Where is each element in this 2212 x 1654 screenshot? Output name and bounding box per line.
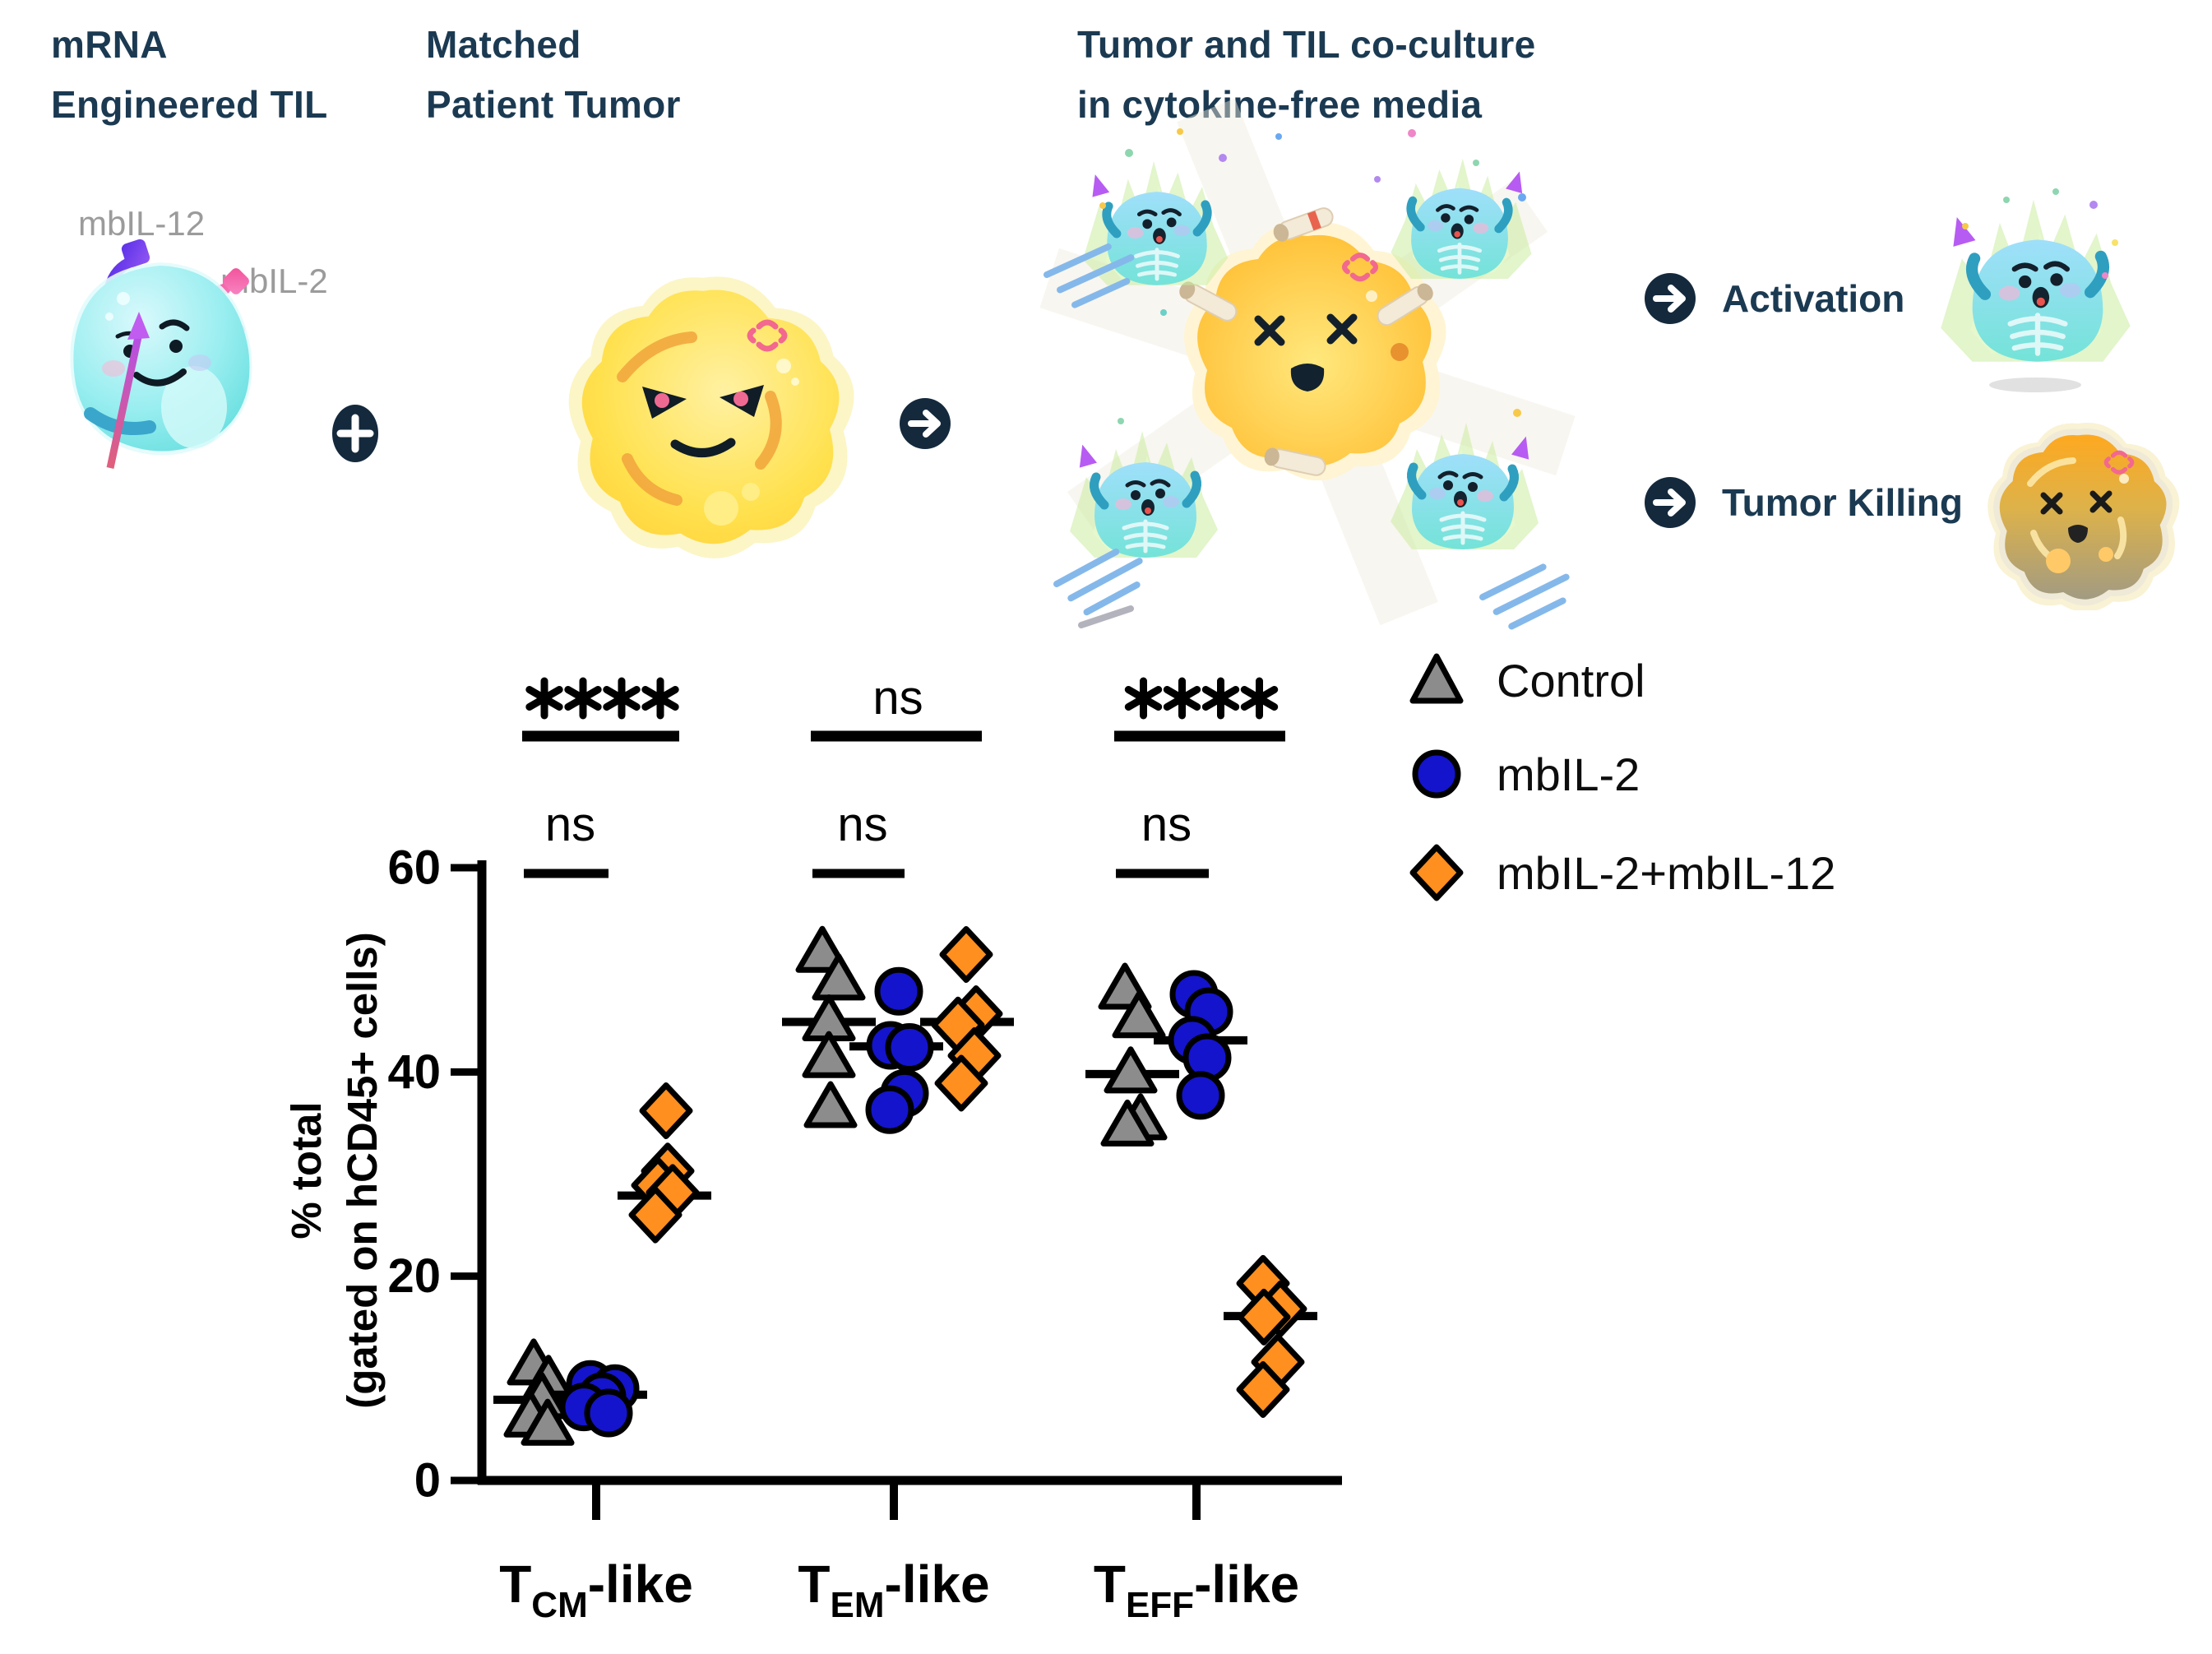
data-point-triangle: [802, 1031, 856, 1078]
activation-arrow-icon: [1645, 273, 1696, 324]
tumor-killing-arrow-icon: [1645, 477, 1696, 528]
data-point-circle: [865, 1085, 914, 1134]
significance-label-bottom: ns: [1141, 798, 1192, 851]
engineered-til-cell-illustration: [70, 239, 252, 469]
x-eyes: [1254, 313, 1358, 346]
sparkle-dots: [1962, 188, 2118, 279]
data-point-diamond: [934, 1054, 988, 1112]
speed-lines: [1044, 244, 1571, 629]
y-tick-label: 0: [414, 1454, 441, 1508]
tumor-frown: [670, 438, 736, 457]
data-point-circle: [874, 966, 923, 1016]
data-point-circle: [885, 1023, 934, 1073]
open-mouth: [1290, 364, 1325, 391]
tumor-pupil: [655, 393, 669, 408]
sparkle-dots: [1099, 128, 1526, 424]
heading-step1: mRNA Engineered TIL: [51, 15, 327, 135]
activation-label: Activation: [1722, 277, 1905, 320]
co-culture-illustration: [1039, 99, 1576, 642]
tumor-texture: [617, 331, 782, 506]
data-point-circle: [584, 1388, 633, 1438]
cell-bubble: [105, 313, 113, 321]
heading-step1-line2: Engineered TIL: [51, 83, 328, 126]
shadow: [1989, 378, 2081, 392]
data-point-circle: [1176, 1071, 1225, 1120]
data-point-triangle: [803, 1081, 858, 1128]
tumor-spot: [2099, 547, 2113, 562]
bubble: [1366, 290, 1377, 302]
cell-smile: [133, 368, 187, 387]
spear-shafts: [1179, 207, 1433, 476]
cell-eyebrow: [159, 319, 190, 331]
cell-cheek: [102, 360, 125, 377]
significance-label-bottom: ns: [837, 798, 887, 851]
data-point-triangle: [812, 953, 866, 1001]
heading-step2-line2: Patient Tumor: [426, 83, 681, 126]
heading-step3-line2: in cytokine-free media: [1077, 83, 1483, 126]
tumor-pupil: [733, 391, 748, 406]
legend-item-combo: mbIL-2+mbIL-12: [1408, 844, 1835, 901]
y-tick-label: 60: [387, 841, 441, 895]
y-axis-title: % total (gated on hCD45+ cells): [283, 932, 386, 1409]
data-point-diamond: [1236, 1360, 1290, 1418]
legend-label-control: Control: [1497, 654, 1645, 707]
data-point-triangle: [1112, 991, 1166, 1039]
x-category-label: TCM-like: [499, 1554, 693, 1625]
open-mouth: [2068, 525, 2088, 543]
diamond-marker-icon: [1409, 844, 1464, 901]
legend-label-combo: mbIL-2+mbIL-12: [1497, 846, 1836, 899]
receptor-label-mbil12: mbIL-12: [78, 204, 206, 243]
heading-step2: Matched Patient Tumor: [426, 15, 681, 135]
legend-item-control: Control: [1408, 651, 1645, 709]
memory-phenotype-scatter-plot: 0 20 40 60% total (gated on hCD45+ cells) TCM…: [283, 671, 1342, 1625]
cell-belly-highlight: [161, 366, 227, 448]
spear-arrowhead-icon: [127, 312, 150, 340]
data-point-diamond: [939, 926, 993, 984]
cell-eye: [169, 340, 183, 353]
y-tick-label: 20: [387, 1249, 441, 1303]
tumor-bubble: [776, 359, 791, 373]
legend-item-mbil2: mbIL-2: [1408, 745, 1640, 803]
tumor-bubble: [791, 378, 799, 386]
data-point-triangle: [1104, 1046, 1158, 1094]
data-point-diamond: [628, 1186, 683, 1244]
y-tick-label: 40: [387, 1045, 441, 1099]
bubble: [2119, 474, 2129, 484]
patient-tumor-illustration: [568, 276, 854, 558]
heading-step1-line1: mRNA: [51, 23, 168, 66]
heading-step2-line1: Matched: [426, 23, 581, 66]
circle-marker-icon: [1412, 749, 1461, 799]
x-category-label: TEM-like: [798, 1554, 989, 1625]
plus-icon: [332, 405, 378, 462]
tumor-killing-label: Tumor Killing: [1722, 481, 1964, 524]
legend-label-mbil2: mbIL-2: [1497, 748, 1640, 800]
data-point-triangle: [521, 1398, 575, 1446]
significance-stars: [525, 677, 679, 720]
tumor-spot: [2046, 549, 2071, 573]
cell-bubble: [117, 292, 130, 305]
tumor-spot: [704, 491, 738, 526]
significance-stars: [1124, 677, 1279, 720]
x-category-label: TEFF-like: [1094, 1554, 1299, 1625]
significance-label-top: ns: [872, 671, 923, 725]
dying-tumor: [1179, 207, 1446, 481]
dead-tumor-illustration: [1988, 423, 2180, 610]
tumor-spot: [742, 483, 760, 501]
arrow-right-icon: [900, 398, 951, 449]
data-point-diamond: [1237, 1288, 1291, 1346]
cell-cheek: [188, 354, 211, 371]
spear-icon: [106, 332, 143, 469]
data-point-triangle: [1100, 1099, 1155, 1147]
triangle-marker-icon: [1409, 653, 1464, 704]
significance-label-bottom: ns: [545, 798, 595, 851]
heading-step3: Tumor and TIL co-culture in cytokine-fre…: [1077, 15, 1536, 135]
heading-step3-line1: Tumor and TIL co-culture: [1077, 23, 1536, 66]
activated-til-illustration: [1932, 188, 2138, 399]
data-point-diamond: [639, 1082, 693, 1140]
x-eyes: [2040, 490, 2113, 515]
